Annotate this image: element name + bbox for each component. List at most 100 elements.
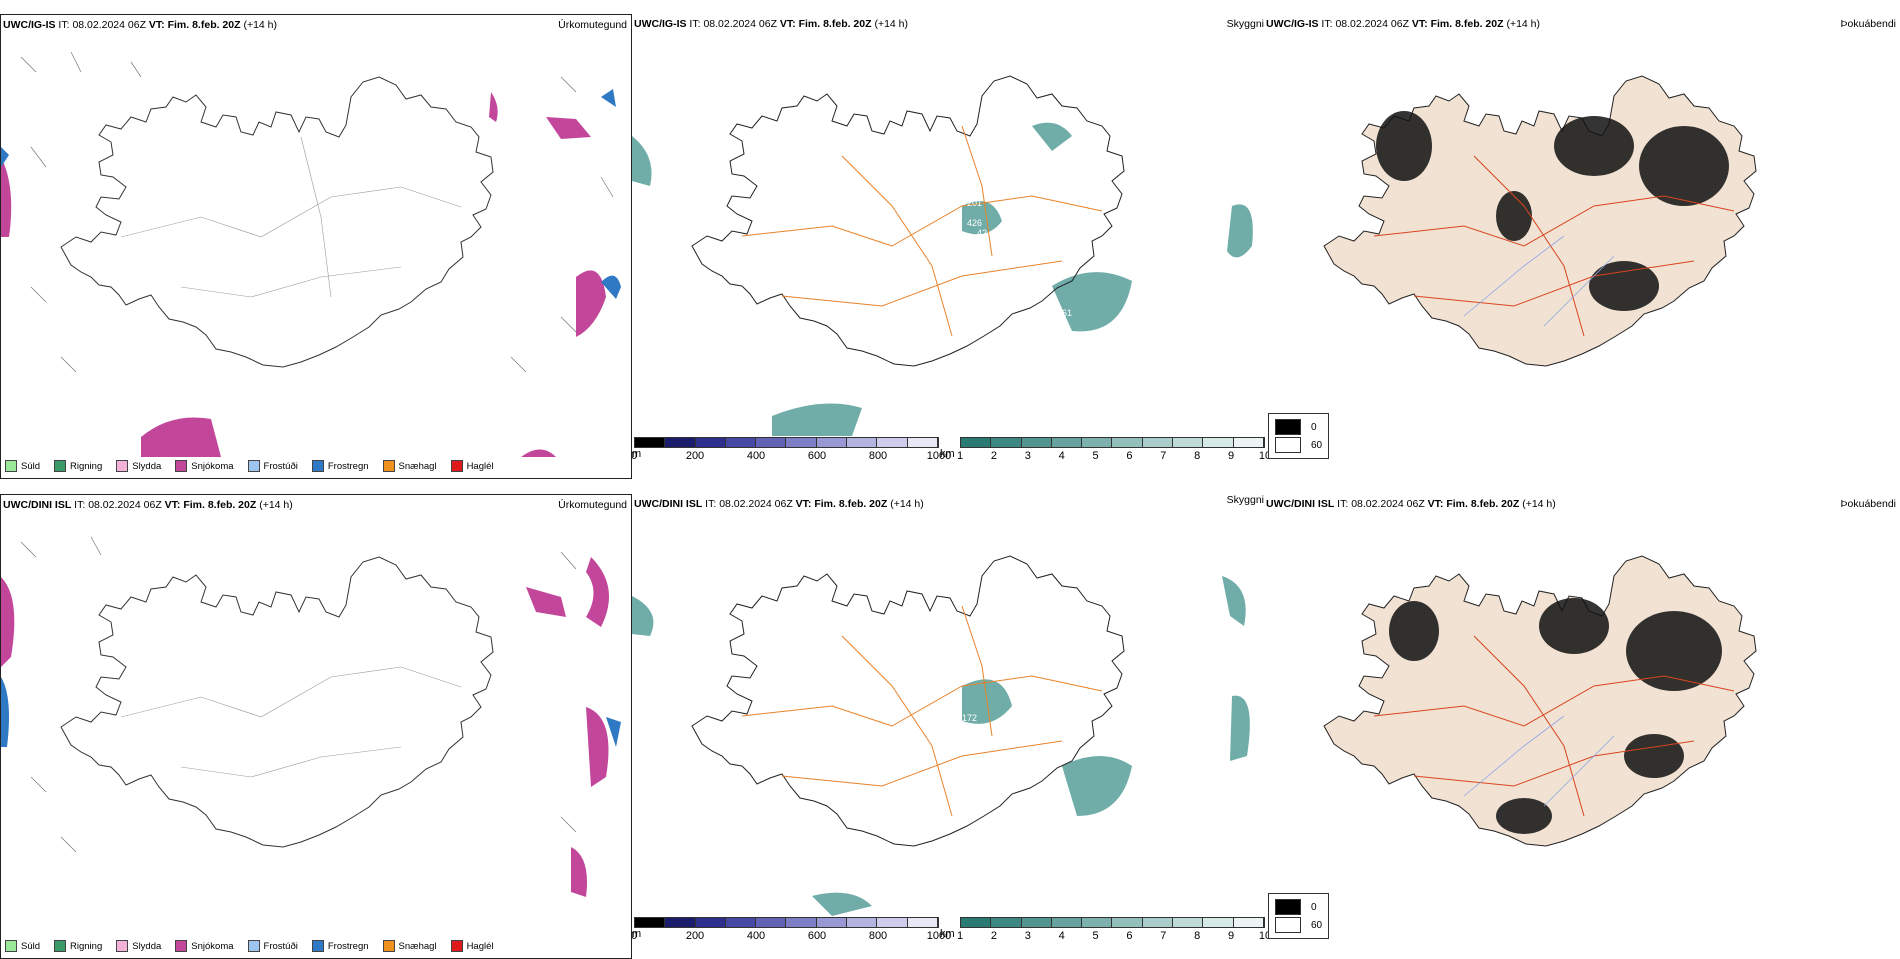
panel-title: Skyggni xyxy=(1226,494,1264,506)
fog-legend-item: 0 xyxy=(1275,418,1322,436)
it-value: 08.02.2024 06Z xyxy=(72,19,146,31)
colorbar-tick: 8 xyxy=(1194,450,1201,462)
legend-swatch xyxy=(175,460,188,472)
colorbar-segment xyxy=(756,438,787,447)
colorbar-segment xyxy=(1203,438,1234,447)
legend-item: Slydda xyxy=(116,940,161,952)
panel-header: UWC/DINI ISL IT: 08.02.2024 06Z VT: Fim.… xyxy=(1266,498,1556,510)
model-name: UWC/IG-IS xyxy=(634,18,687,30)
legend-item: Snjókoma xyxy=(175,460,234,472)
colorbar-segment xyxy=(1051,918,1083,927)
it-label: IT: xyxy=(1337,498,1349,510)
it-value: 08.02.2024 06Z xyxy=(1335,18,1409,30)
colorbar-tick: 7 xyxy=(1160,450,1167,462)
visibility-value-label: 50 xyxy=(967,848,977,858)
legend-label: Frostregn xyxy=(327,460,369,472)
model-name: UWC/IG-IS xyxy=(3,19,56,31)
fog-legend-swatch xyxy=(1275,899,1301,915)
visibility-value-label: 61 xyxy=(1062,308,1072,318)
visibility-value-label: 20 xyxy=(962,173,972,183)
colorbar-tick: 7 xyxy=(1160,930,1167,942)
vt-label: VT: xyxy=(779,18,796,30)
legend-label: Haglél xyxy=(466,940,494,952)
colorbar-segment xyxy=(695,438,726,447)
legend-item: Frostregn xyxy=(311,940,369,952)
colorbar-segment xyxy=(1051,438,1083,447)
legend-swatch xyxy=(54,460,67,472)
legend-label: Súld xyxy=(21,940,41,952)
legend-swatch xyxy=(382,940,395,952)
legend-swatch xyxy=(247,460,260,472)
fog-legend-label: 60 xyxy=(1311,919,1323,931)
legend-swatch xyxy=(116,460,129,472)
panel-title: Úrkomutegund xyxy=(558,19,627,31)
legend-label: Rigning xyxy=(70,940,103,952)
colorbar-segment xyxy=(1142,438,1174,447)
elevation-colorbar-bottom: 0 200 400 600 800 1000 xyxy=(631,917,951,944)
precip-map xyxy=(1,536,621,897)
legend-item: Rigning xyxy=(54,940,102,952)
legend-label: Slydda xyxy=(132,460,162,472)
colorbar-segment xyxy=(1112,438,1143,447)
colorbar-tick: 2 xyxy=(990,930,997,942)
vt-value: Fim. 8.feb. 20Z xyxy=(1430,18,1504,30)
vt-label: VT: xyxy=(1427,498,1444,510)
legend-swatch xyxy=(311,460,324,472)
elevation-unit: m xyxy=(632,928,642,940)
colorbar-segment xyxy=(695,918,726,927)
colorbar-segment xyxy=(1021,438,1052,447)
colorbar-segment xyxy=(1173,918,1204,927)
legend-item: Frostúði xyxy=(247,460,298,472)
colorbar-segment xyxy=(786,918,817,927)
panel-header: UWC/IG-IS IT: 08.02.2024 06Z VT: Fim. 8.… xyxy=(3,19,277,31)
precip-legend: Súld Rigning Slydda Snjókoma Frostúði Frostre… xyxy=(5,940,502,952)
colorbar-tick: 9 xyxy=(1228,930,1235,942)
colorbar-segment xyxy=(877,438,908,447)
vt-label: VT: xyxy=(795,498,812,510)
colorbar-tick: 1000 xyxy=(926,450,952,462)
fog-map xyxy=(1323,75,1757,367)
lead-time: (+14 h) xyxy=(1522,498,1556,510)
visibility-colorbar-bottom: 1 2 3 4 5 6 7 8 9 10 xyxy=(956,917,1271,944)
visibility-value-label: 172 xyxy=(962,713,977,723)
colorbar-tick: 4 xyxy=(1058,930,1065,942)
legend-label: Slydda xyxy=(132,940,162,952)
legend-item: Haglél xyxy=(450,940,494,952)
it-label: IT: xyxy=(58,19,70,31)
colorbar-segment xyxy=(1233,438,1264,447)
colorbar-tick: 200 xyxy=(685,930,705,942)
colorbar-tick: 800 xyxy=(868,930,888,942)
colorbar-tick: 800 xyxy=(868,450,888,462)
colorbar-segment xyxy=(1082,438,1113,447)
visibility-value-label: 70 xyxy=(1107,193,1117,203)
fog-legend-bottom: 0 60 xyxy=(1268,893,1330,939)
visibility-unit: km xyxy=(940,448,955,460)
legend-swatch xyxy=(382,460,395,472)
model-name: UWC/DINI ISL xyxy=(3,499,72,511)
colorbar-segment xyxy=(635,918,666,927)
visibility-value-label: 50 xyxy=(1067,223,1077,233)
it-value: 08.02.2024 06Z xyxy=(703,18,777,30)
model-name: UWC/DINI ISL xyxy=(634,498,703,510)
legend-label: Haglél xyxy=(466,460,494,472)
panel-header: UWC/DINI ISL IT: 08.02.2024 06Z VT: Fim.… xyxy=(634,498,924,510)
lead-time: (+14 h) xyxy=(874,18,909,30)
elevation-colorbar-top: 0 200 400 600 800 1000 xyxy=(631,437,951,464)
it-value: 08.02.2024 06Z xyxy=(88,499,162,511)
model-name: UWC/IG-IS xyxy=(1266,18,1319,30)
colorbar-segment xyxy=(991,438,1022,447)
legend-swatch xyxy=(450,940,463,952)
precip-type-panel-top: UWC/IG-IS IT: 08.02.2024 06Z VT: Fim. 8.… xyxy=(0,14,632,479)
colorbar-tick: 1 xyxy=(956,930,964,942)
visibility-colorbar-top: 1 2 3 4 5 6 7 8 9 10 xyxy=(957,437,1271,464)
legend-item: Frostúði xyxy=(247,940,298,952)
colorbar-segment xyxy=(877,918,908,927)
colorbar-tick: 2 xyxy=(990,450,997,462)
colorbar-tick: 5 xyxy=(1092,930,1099,942)
vt-value: Fim. 8.feb. 20Z xyxy=(798,18,872,30)
colorbar-tick: 1000 xyxy=(926,930,952,942)
legend-item: Súld xyxy=(5,460,40,472)
legend-swatch xyxy=(247,940,260,952)
visibility-value-label: 426 xyxy=(967,218,982,228)
legend-label: Snjókoma xyxy=(191,460,234,472)
